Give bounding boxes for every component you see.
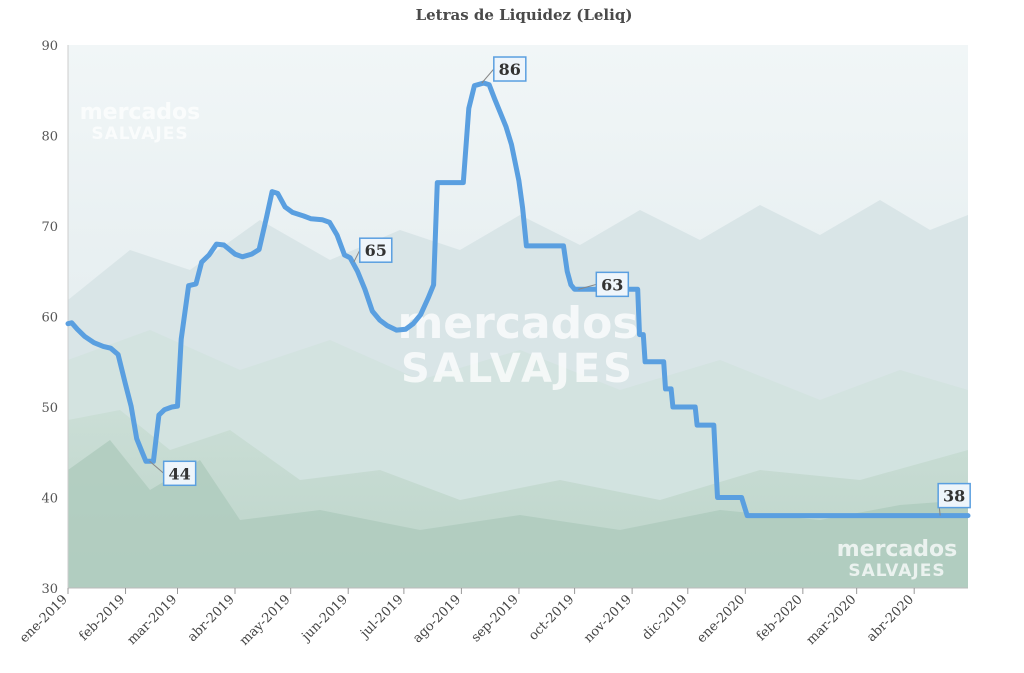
data-label: 65	[353, 237, 393, 263]
data-label-box	[595, 271, 630, 298]
x-tick-label: sep-2019	[469, 592, 522, 645]
y-tick-label: 60	[41, 311, 58, 326]
data-label: 38	[937, 482, 971, 516]
data-label-leader	[578, 283, 597, 290]
x-tick-label: ene-2020	[694, 592, 748, 646]
x-tick-label: abr-2020	[864, 592, 917, 645]
y-axis-ticks: 30 40 50 60 70 80 90	[41, 39, 58, 597]
watermark-corner-line2: SALVAJES	[848, 561, 945, 581]
watermark-brand-line2: SALVAJES	[401, 346, 635, 392]
y-tick-label: 90	[41, 39, 58, 54]
x-tick-label: abr-2019	[185, 592, 238, 645]
x-tick-label: oct-2019	[526, 592, 577, 643]
x-tick-label: mar-2020	[804, 592, 860, 648]
watermark-corner-line1: mercados	[837, 537, 958, 562]
y-tick-label: 80	[41, 130, 58, 145]
series-line-leliq	[65, 80, 971, 519]
watermark-group: mercados SALVAJES mercados SALVAJES merc…	[80, 100, 958, 581]
data-label-text: 38	[943, 487, 965, 506]
x-tick-label: feb-2019	[77, 592, 129, 644]
x-tick-label: mar-2019	[125, 592, 181, 648]
chart-title: Letras de Liquidez (Leliq)	[416, 6, 633, 24]
data-label: 44	[149, 460, 197, 487]
x-tick-label: ago-2019	[410, 592, 464, 646]
data-label-leader	[353, 249, 361, 263]
watermark-small-line1: mercados	[80, 100, 201, 125]
x-tick-label: may-2019	[237, 592, 294, 649]
data-label: 86	[481, 56, 527, 84]
data-label-leader	[481, 68, 495, 84]
data-label-box	[937, 482, 971, 509]
y-tick-label: 50	[41, 401, 58, 416]
x-tick-label: dic-2019	[640, 592, 691, 643]
watermark-small-line2: SALVAJES	[91, 124, 188, 144]
data-label-box	[359, 237, 393, 263]
y-tick-label: 40	[41, 492, 58, 507]
x-tick-label: nov-2019	[581, 592, 635, 646]
watermark-brand-line1: mercados	[397, 298, 638, 349]
axes	[67, 45, 968, 589]
data-labels: 44 65 86 63 38	[149, 56, 971, 516]
y-tick-label: 70	[41, 220, 58, 235]
data-label: 63	[578, 271, 630, 298]
x-tick-label: ene-2019	[17, 592, 71, 646]
data-label-leader	[149, 460, 164, 474]
data-label-text: 63	[601, 275, 623, 294]
data-label-box	[162, 460, 197, 487]
data-label-text: 86	[499, 60, 521, 79]
x-tick-label: jul-2019	[356, 592, 406, 642]
data-label-box	[493, 56, 527, 82]
y-tick-label: 30	[41, 582, 58, 597]
x-tick-label: feb-2020	[754, 592, 806, 644]
data-label-text: 44	[169, 464, 191, 483]
data-label-text: 65	[365, 241, 387, 260]
x-tick-label: jun-2019	[298, 592, 351, 645]
background-landscape	[68, 45, 968, 588]
